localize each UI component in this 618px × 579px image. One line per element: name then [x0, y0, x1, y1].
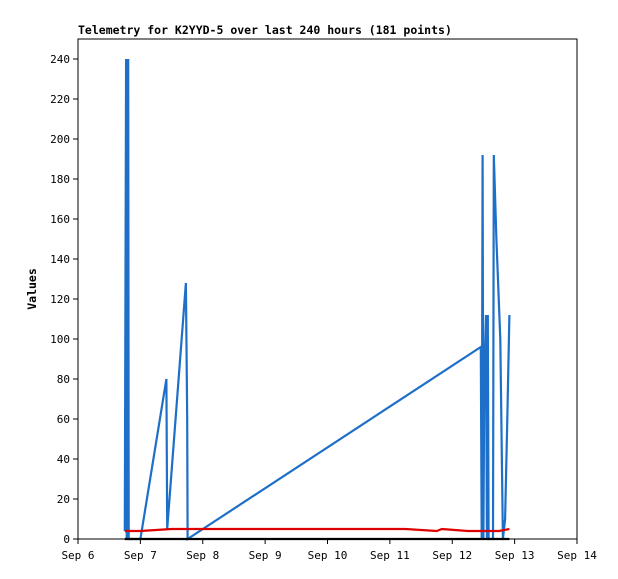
x-tick-label: Sep 12 — [432, 549, 472, 562]
x-tick-label: Sep 7 — [124, 549, 157, 562]
y-tick-label: 160 — [50, 213, 70, 226]
x-tick-label: Sep 13 — [495, 549, 535, 562]
series-line-0 — [123, 58, 511, 542]
y-tick-label: 0 — [63, 533, 70, 546]
x-tick-label: Sep 9 — [249, 549, 282, 562]
y-tick-label: 220 — [50, 93, 70, 106]
y-tick-label: 20 — [57, 493, 70, 506]
y-tick-label: 240 — [50, 53, 70, 66]
y-tick-label: 60 — [57, 413, 70, 426]
y-tick-label: 200 — [50, 133, 70, 146]
y-tick-label: 40 — [57, 453, 70, 466]
x-tick-label: Sep 11 — [370, 549, 410, 562]
y-tick-label: 140 — [50, 253, 70, 266]
x-tick-label: Sep 10 — [308, 549, 348, 562]
x-tick-label: Sep 8 — [186, 549, 219, 562]
x-tick-label: Sep 14 — [557, 549, 597, 562]
x-tick-label: Sep 6 — [61, 549, 94, 562]
chart-title: Telemetry for K2YYD-5 over last 240 hour… — [78, 23, 452, 37]
y-axis: 0 20 40 60 80 100 120 140 160 180 200 220 240 — [50, 53, 78, 546]
series-line-1 — [124, 527, 510, 533]
y-tick-label: 80 — [57, 373, 70, 386]
y-tick-label: 180 — [50, 173, 70, 186]
y-axis-label: Values — [25, 268, 39, 310]
y-tick-label: 120 — [50, 293, 70, 306]
series-layer — [123, 58, 511, 542]
x-axis: Sep 6 Sep 7 Sep 8 Sep 9 Sep 10 Sep 11 Sep 12 Se… — [61, 539, 597, 562]
y-tick-label: 100 — [50, 333, 70, 346]
